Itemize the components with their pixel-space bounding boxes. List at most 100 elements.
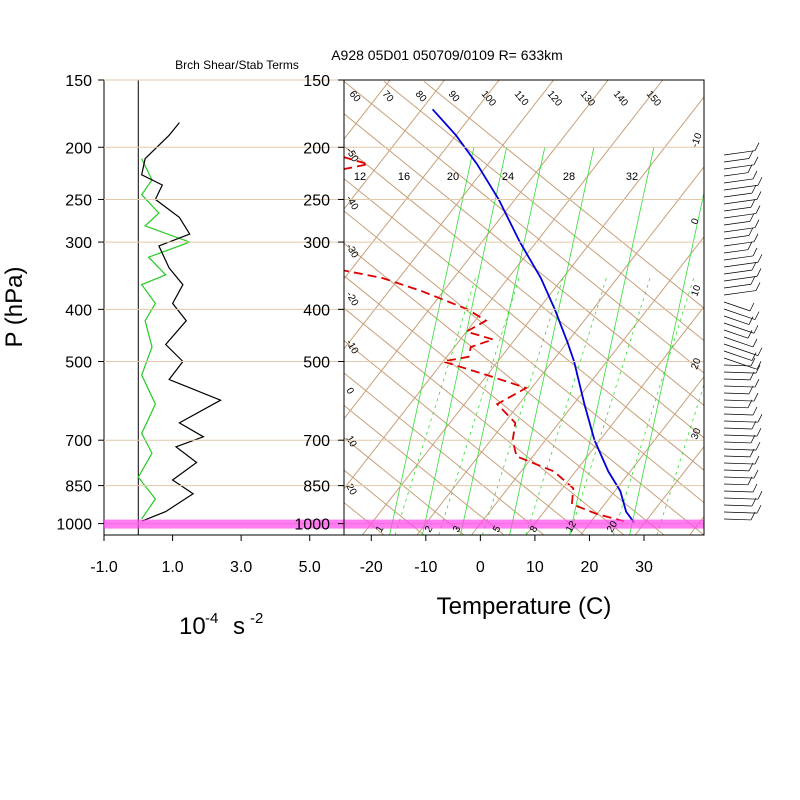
x-tick-label: 0 [476, 559, 485, 576]
dry-adiabat [344, 242, 704, 535]
moist-adiabat [569, 277, 651, 535]
y-tick-label: 1000 [56, 517, 92, 534]
wind-barb-flag [754, 455, 760, 465]
left-x-tick-label: 5.0 [299, 559, 321, 576]
dry-adiabat [344, 404, 505, 535]
wind-barb-flag [750, 434, 756, 444]
wind-barb [723, 241, 755, 247]
isotherm-label: 0 [343, 386, 356, 397]
mixing-ratio-line [629, 190, 704, 535]
dry-adiabat [0, 81, 264, 535]
wind-barb-flag [748, 227, 754, 236]
right-edge-label: -10 [689, 131, 704, 149]
isotherm [634, 445, 704, 535]
mixing-ratio-label: 24 [502, 171, 514, 183]
wind-barb-flag [753, 392, 759, 402]
wind-barb-flag [757, 414, 763, 423]
x-tick-label: 20 [581, 559, 599, 576]
left-x-axis-unit: 10 -4 s -2 [179, 610, 263, 640]
y-tick-label-mid: 1000 [294, 517, 330, 534]
wind-barb [723, 448, 757, 451]
wind-barb-flag [753, 469, 759, 479]
wind-barb [723, 427, 753, 430]
wind-barb-flag [755, 205, 761, 214]
dry-adiabat [383, 81, 704, 342]
y-tick-label: 150 [65, 73, 92, 90]
wind-barb-flag [757, 491, 763, 500]
y-tick-label-mid: 300 [303, 235, 330, 252]
wind-barb [723, 350, 753, 361]
wind-barb [723, 308, 756, 320]
y-tick-label-mid: 700 [303, 433, 330, 450]
y-tick-label-mid: 400 [303, 302, 330, 319]
wind-barb-flag [753, 156, 759, 165]
wind-barb [723, 371, 757, 374]
right-edge-label: 10 [689, 283, 703, 298]
wind-barb-flag [755, 441, 761, 451]
wind-barb [723, 434, 758, 437]
wind-barb [723, 213, 757, 219]
wind-barb [723, 192, 753, 198]
isotherm [744, 80, 800, 535]
left-x-tick-label: -1.0 [90, 559, 118, 576]
wind-barb-flag [754, 142, 760, 151]
wind-barb-flag [750, 357, 756, 367]
isotherm [344, 80, 500, 280]
wind-barb-flag [752, 170, 758, 180]
wind-barb [723, 511, 758, 514]
shear-term-line [141, 122, 222, 522]
wind-barb [723, 406, 749, 409]
mixing-ratio-line [569, 147, 655, 535]
dry-adiabat [344, 177, 704, 471]
mixing-ratio-label: 12 [354, 171, 366, 183]
wind-barb [723, 184, 759, 191]
wind-barbs [723, 142, 763, 521]
unit-seconds: s [233, 613, 245, 640]
dry-adiabat [344, 372, 545, 535]
left-panel-title: Brch Shear/Stab Terms [175, 58, 299, 72]
unit-base: 10 [179, 613, 206, 640]
dry-adiabat [344, 113, 704, 407]
wind-barb-flag [755, 364, 761, 374]
wind-barb [723, 249, 749, 254]
wind-barb-flag [757, 254, 763, 263]
wind-barb-flag [748, 150, 754, 159]
unit-exponent: -4 [205, 610, 218, 627]
wind-barb-flag [756, 427, 762, 437]
y-tick-label-mid: 250 [303, 192, 330, 209]
isotherm [361, 96, 704, 535]
wind-barb [723, 276, 758, 282]
dry-adiabat [344, 275, 665, 535]
wind-barb [723, 178, 754, 184]
right-edge-label: 30 [689, 426, 703, 441]
wind-barb [723, 378, 751, 381]
y-tick-label: 250 [65, 192, 92, 209]
dewpoint-profile [344, 156, 625, 523]
dry-adiabat [344, 81, 704, 374]
skewt-background [344, 80, 704, 535]
wind-barb [723, 413, 754, 416]
y-tick-label: 500 [65, 355, 92, 372]
skewt-panel: 60 70 80 90 100 110 120 130 140 150-50-40-30-20-1… [0, 79, 800, 536]
dry-adiabat [423, 81, 704, 309]
wind-barb-flag [748, 385, 754, 395]
dry-adiabat [344, 437, 465, 535]
y-tick-label-mid: 500 [303, 355, 330, 372]
moist-adiabat [612, 277, 695, 535]
wind-barb [723, 172, 749, 177]
wind-barb [723, 221, 751, 226]
wind-barb [723, 518, 752, 521]
x-tick-label: -20 [360, 559, 383, 576]
mixing-ratio-label: 32 [626, 171, 638, 183]
wind-barb [723, 164, 755, 170]
isotherm [344, 80, 664, 490]
wind-barb-flag [751, 352, 757, 361]
wind-barb [723, 462, 756, 465]
wind-barb-flag [751, 261, 757, 271]
left-x-tick-label: 1.0 [161, 559, 183, 576]
wind-barb-flag [750, 511, 756, 521]
isotherm [580, 375, 704, 535]
skewt-plot-area: 60 70 80 90 100 110 120 130 140 150-50-40-30-20-1… [0, 80, 800, 535]
moist-adiabat [525, 277, 607, 535]
